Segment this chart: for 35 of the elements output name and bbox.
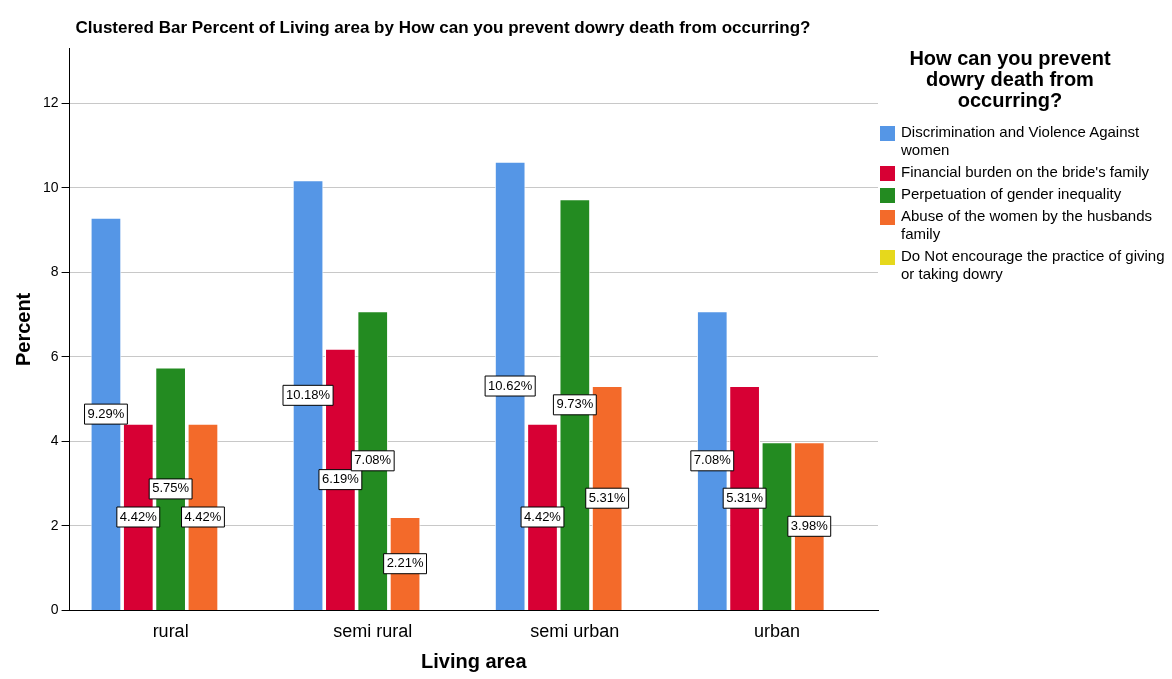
data-label: 10.62%	[488, 377, 533, 393]
y-tick-label: 10	[42, 178, 59, 195]
data-label: 9.29%	[87, 405, 125, 421]
data-label: 5.31%	[726, 489, 764, 505]
x-tick-label: semi rural	[333, 621, 413, 642]
data-label: 3.98%	[790, 517, 829, 533]
legend-title: How can you prevent dowry death from occurring?	[908, 47, 1112, 111]
data-label: 9.73%	[556, 396, 594, 412]
legend-label: Discrimination and Violence Against women	[901, 123, 1141, 159]
data-label: 10.18%	[286, 386, 331, 402]
data-label: 7.08%	[354, 452, 392, 468]
x-axis-title: Living area	[420, 649, 528, 672]
y-tick-label: 0	[50, 601, 59, 618]
data-label: 5.31%	[588, 489, 627, 505]
data-label: 4.42%	[119, 508, 158, 524]
data-label: 4.42%	[524, 508, 562, 524]
data-label: 4.42%	[184, 508, 222, 524]
legend-label: Perpetuation of gender inequality	[901, 185, 1122, 203]
x-tick-label: urban	[753, 621, 800, 642]
legend-label: Do Not encourage the practice of giving or taking dowry	[901, 247, 1166, 283]
data-label: 7.08%	[693, 452, 732, 468]
data-label: 5.75%	[152, 480, 190, 496]
x-tick-label: semi urban	[530, 621, 620, 642]
y-tick-label: 8	[50, 263, 59, 280]
x-tick-label: rural	[152, 621, 189, 642]
data-label: 2.21%	[386, 555, 424, 571]
legend-label: Financial burden on the bride's family	[901, 163, 1149, 181]
legend-label: Abuse of the women by the husbands family	[901, 207, 1153, 243]
data-label: 6.19%	[321, 471, 360, 487]
y-tick-label: 2	[50, 516, 59, 533]
y-tick-label: 4	[50, 432, 59, 449]
y-tick-label: 6	[50, 347, 59, 364]
y-axis-title: Percent	[11, 292, 34, 367]
y-tick-label: 12	[42, 94, 59, 111]
chart-title: Clustered Bar Percent of Living area by How can you prevent dowry death from occurring?	[75, 17, 811, 37]
